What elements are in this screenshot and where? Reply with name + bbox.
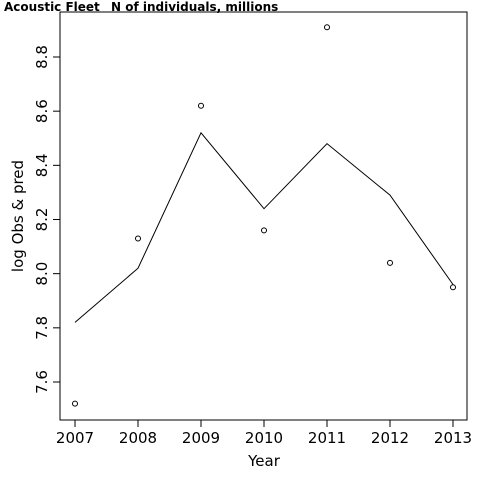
x-tick-label: 2007 (56, 429, 94, 447)
observed-point (198, 102, 204, 109)
chart-title: Acoustic Fleet (4, 0, 100, 14)
x-tick-label: 2009 (182, 429, 220, 447)
y-tick-label: 8.8 (33, 45, 51, 69)
x-tick-label: 2011 (308, 429, 346, 447)
y-tick-label: 7.6 (33, 370, 51, 394)
y-tick-label: 7.8 (33, 316, 51, 340)
observed-point (261, 227, 267, 234)
y-tick-label: 8.6 (33, 99, 51, 123)
predicted-line (74, 131, 454, 323)
observed-point (450, 284, 456, 291)
x-tick-label: 2013 (434, 429, 472, 447)
observed-point (324, 24, 330, 31)
y-tick-label: 8.4 (33, 153, 51, 177)
plot-frame (59, 11, 468, 421)
observed-point (387, 259, 393, 266)
observed-point (135, 235, 141, 242)
y-axis-title: log Obs & pred (9, 160, 27, 272)
x-axis-title: Year (247, 452, 281, 470)
x-tick-label: 2012 (371, 429, 409, 447)
series-layer (72, 24, 456, 407)
y-tick-label: 8.0 (33, 262, 51, 286)
y-tick-label: 8.2 (33, 208, 51, 232)
x-tick-label: 2008 (119, 429, 157, 447)
observed-point (72, 400, 78, 407)
axes: 2007 2008 2009 2010 2011 2012 2013 7.6 7.8 8.0 8.2… (33, 45, 472, 447)
x-tick-label: 2010 (245, 429, 283, 447)
chart-subtitle: N of individuals, millions (111, 0, 278, 14)
